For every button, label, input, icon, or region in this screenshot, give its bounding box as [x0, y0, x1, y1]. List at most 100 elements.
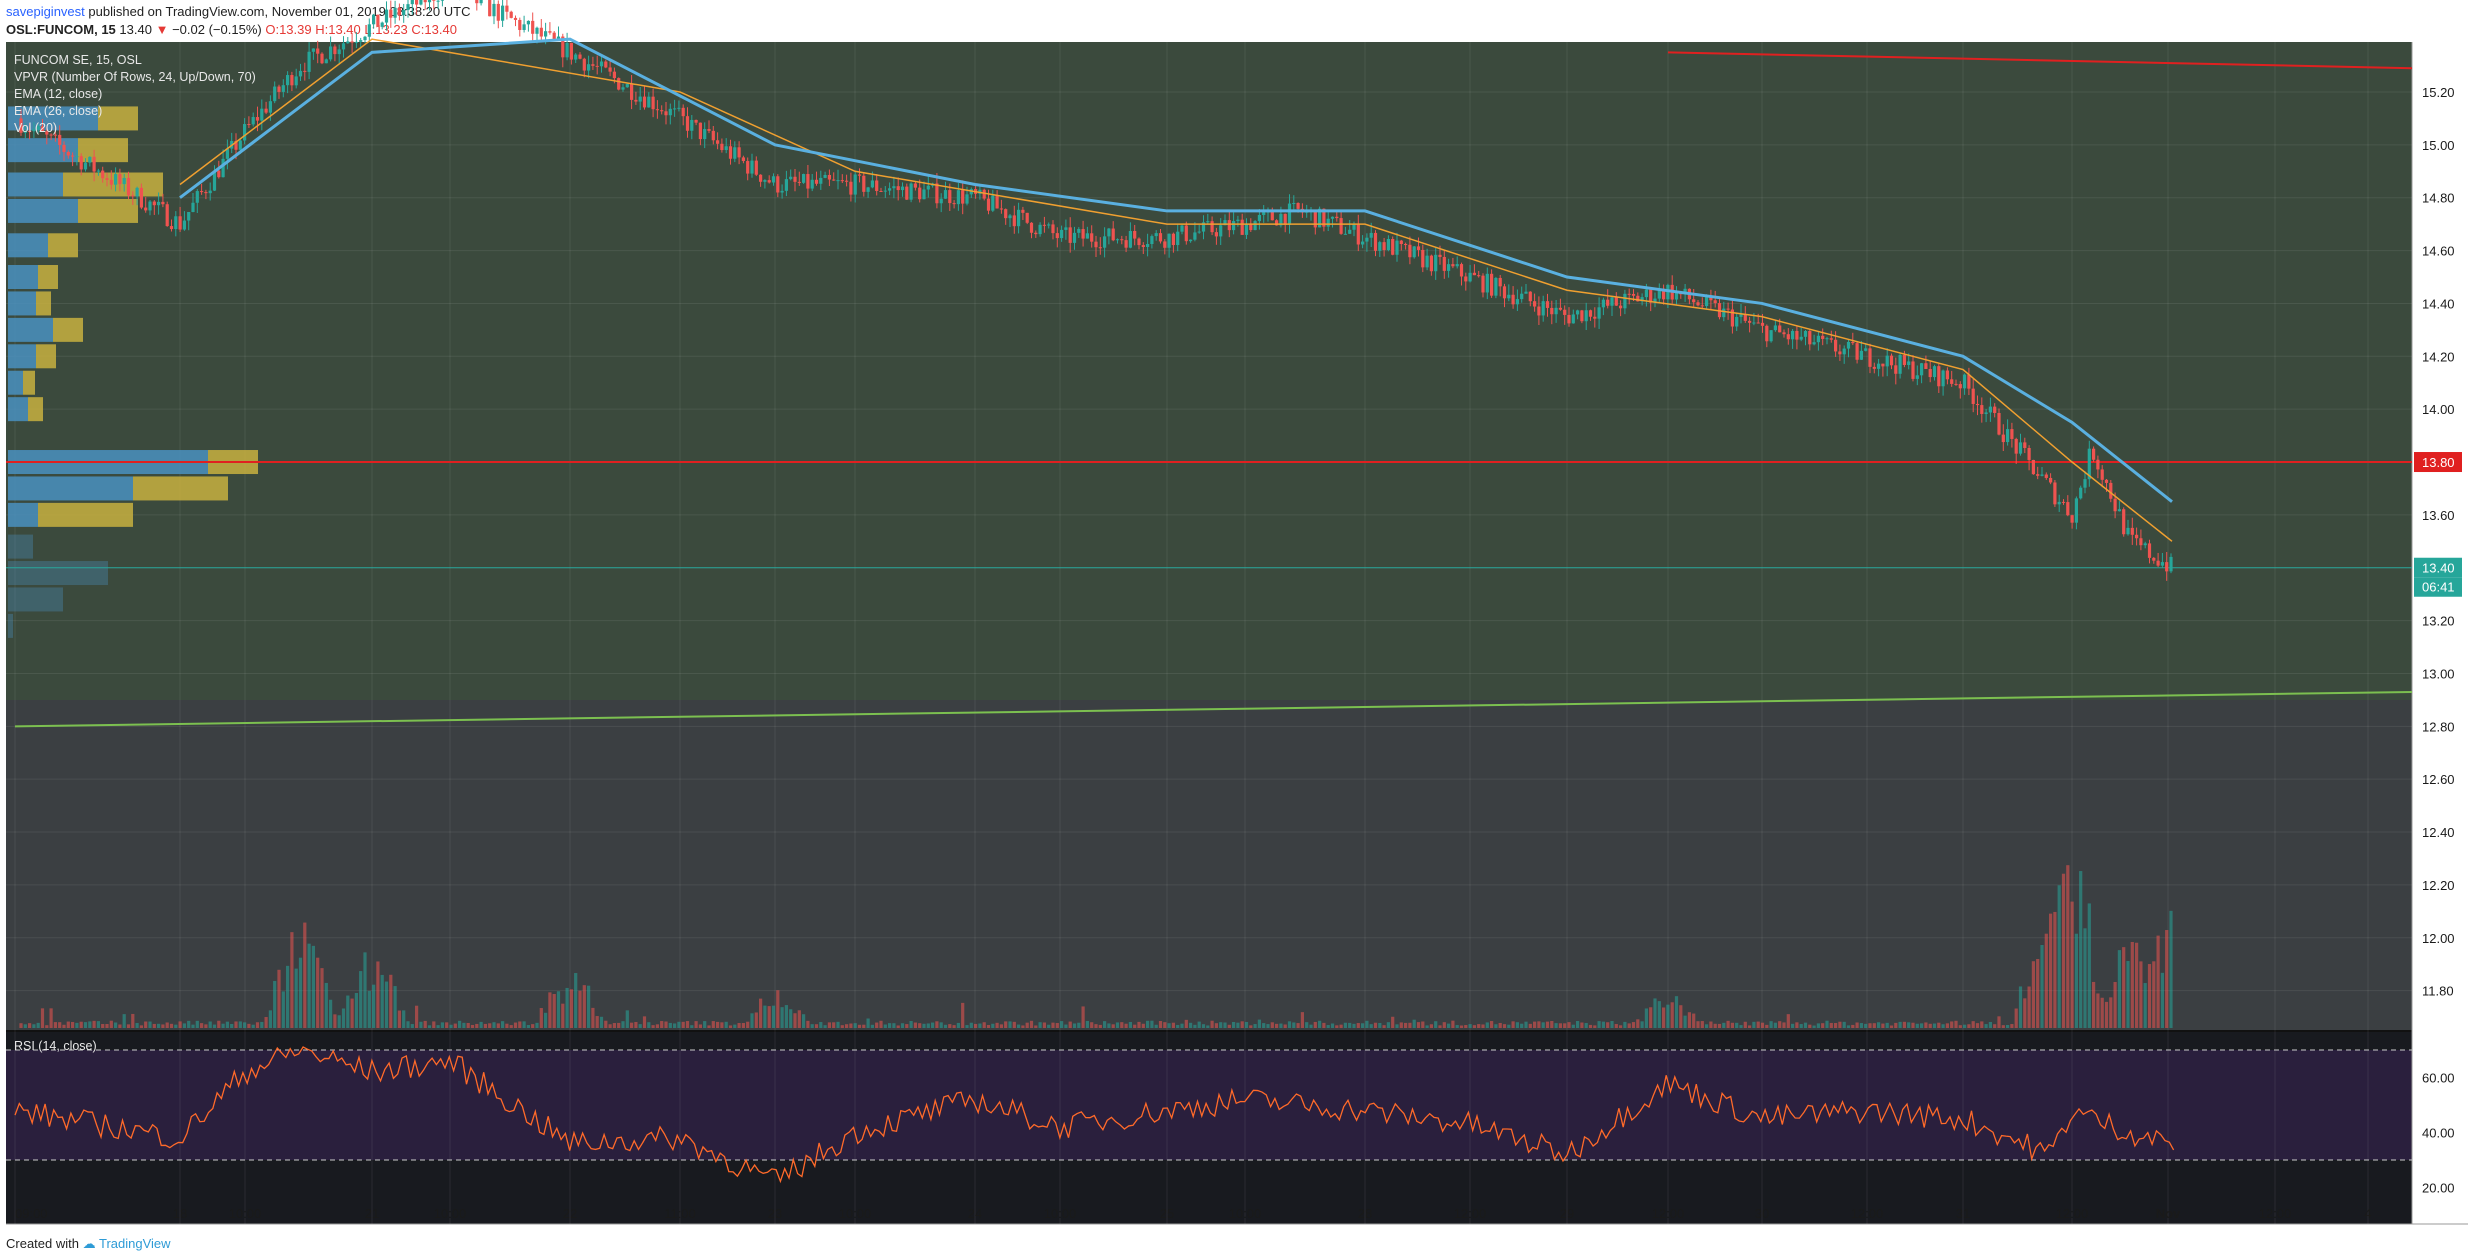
volume-bar	[1945, 1023, 1949, 1028]
volume-bar	[1008, 1021, 1012, 1028]
candle-body	[1167, 233, 1171, 248]
candle-body	[1378, 242, 1382, 251]
candle-body	[1154, 233, 1158, 237]
volume-bar	[1545, 1021, 1550, 1028]
candle-body	[2165, 562, 2169, 572]
price-axis[interactable]: 15.20 15.00 14.80 14.60 14.40 14.20 14.00 13.80…	[2414, 85, 2462, 1196]
candle-body	[883, 190, 887, 192]
candle-body	[316, 48, 320, 54]
candle-body	[1318, 208, 1322, 228]
candle-body	[1885, 355, 1889, 367]
volume-bar	[1782, 1022, 1786, 1028]
candle-body	[1610, 297, 1614, 306]
volume-bar	[1287, 1021, 1292, 1028]
candle-body	[53, 134, 57, 136]
volume-bar	[1885, 1022, 1889, 1028]
price-panel-green-zone	[6, 42, 2412, 735]
volume-bar	[2053, 911, 2057, 1028]
volume-bar	[264, 1017, 268, 1028]
ema-lines	[179, 37, 2173, 542]
vp-up-bar	[8, 172, 63, 197]
candle-body	[1502, 286, 1507, 299]
volume-bar	[1967, 1024, 1971, 1028]
tradingview-brand-link[interactable]: TradingView	[99, 1236, 171, 1251]
candle-body	[1593, 316, 1597, 319]
volume-bar	[333, 1014, 337, 1028]
candle-body	[1270, 211, 1274, 221]
candle-body	[720, 143, 724, 151]
volume-bar	[896, 1025, 900, 1028]
volume-bar	[1799, 1024, 1803, 1028]
volume-bar	[49, 1008, 53, 1028]
candle-body	[1752, 322, 1756, 324]
volume-bar	[2001, 1025, 2005, 1028]
candle-body	[1029, 222, 1034, 233]
volume-bar	[470, 1024, 475, 1028]
candle-body	[1545, 301, 1550, 308]
candle-body	[599, 61, 604, 67]
candle-body	[1287, 203, 1292, 225]
volume-bar	[892, 1023, 896, 1028]
volume-bar	[1567, 1022, 1571, 1028]
candle-body	[849, 181, 853, 195]
volume-bar	[1330, 1023, 1335, 1028]
candle-body	[1184, 225, 1188, 242]
volume-bar	[1834, 1023, 1838, 1028]
rsi-band-bg	[6, 1050, 2412, 1160]
candle-body	[862, 175, 866, 192]
candle-body	[28, 131, 32, 133]
volume-bar	[1029, 1020, 1034, 1028]
candle-body	[1111, 228, 1115, 241]
volume-bar	[1679, 1005, 1683, 1028]
volume-bar	[931, 1022, 935, 1028]
price-tick-label: 12.80	[2422, 719, 2455, 734]
volume-bar	[2147, 964, 2152, 1028]
volume-bar	[2117, 950, 2121, 1028]
candle-body	[1760, 322, 1765, 326]
candle-body	[2117, 509, 2121, 512]
volume-bar	[1025, 1022, 1029, 1028]
candle-body	[376, 14, 380, 27]
volume-bar	[1373, 1022, 1378, 1028]
candle-body	[2104, 479, 2109, 483]
candle-body	[1163, 241, 1167, 248]
volume-bar	[909, 1021, 913, 1028]
candle-body	[784, 179, 788, 191]
time-tick-label: 22	[563, 1206, 577, 1221]
volume-bar	[1296, 1023, 1300, 1028]
price-tick-label: 14.20	[2422, 349, 2455, 364]
trend-lines[interactable]	[6, 51, 2413, 728]
volume-bar	[1773, 1022, 1777, 1028]
candle-body	[617, 78, 621, 90]
volume-bar	[1335, 1025, 1339, 1028]
volume-bar	[574, 973, 578, 1028]
candle-body	[144, 207, 148, 211]
volume-bar	[1154, 1024, 1158, 1028]
volume-bar	[1451, 1020, 1455, 1028]
candle-body	[1137, 238, 1141, 246]
volume-bar	[1511, 1021, 1515, 1028]
volume-bar	[466, 1022, 470, 1028]
volume-bar	[651, 1025, 655, 1028]
volume-bar	[1421, 1021, 1425, 1028]
author-link[interactable]: savepiginvest	[6, 4, 85, 19]
volume-bar	[1975, 1023, 1980, 1028]
candle-body	[943, 190, 948, 199]
volume-bar	[690, 1025, 694, 1028]
candle-body	[393, 7, 397, 18]
volume-bar	[1722, 1022, 1726, 1028]
vp-down-bar	[28, 397, 43, 422]
candle-body	[1533, 301, 1537, 307]
candle-body	[1571, 314, 1575, 324]
time-axis[interactable]: 09:00 18 10:00 21 10:00 22 11:00 23 10:00 24 10:00…	[15, 1206, 2372, 1221]
volume-bar	[1042, 1022, 1046, 1028]
volume-bar	[1756, 1021, 1760, 1028]
candle-body	[1408, 244, 1412, 258]
chart-canvas[interactable]: 15.20 15.00 14.80 14.60 14.40 14.20 14.00 13.80…	[0, 0, 2468, 1230]
candle-body	[1778, 325, 1782, 333]
time-tick-label: 12:00	[1454, 1206, 1487, 1221]
volume-bar	[1588, 1024, 1593, 1028]
candle-body	[544, 31, 548, 37]
volume-bar	[1889, 1025, 1894, 1028]
candle-body	[1739, 314, 1743, 317]
